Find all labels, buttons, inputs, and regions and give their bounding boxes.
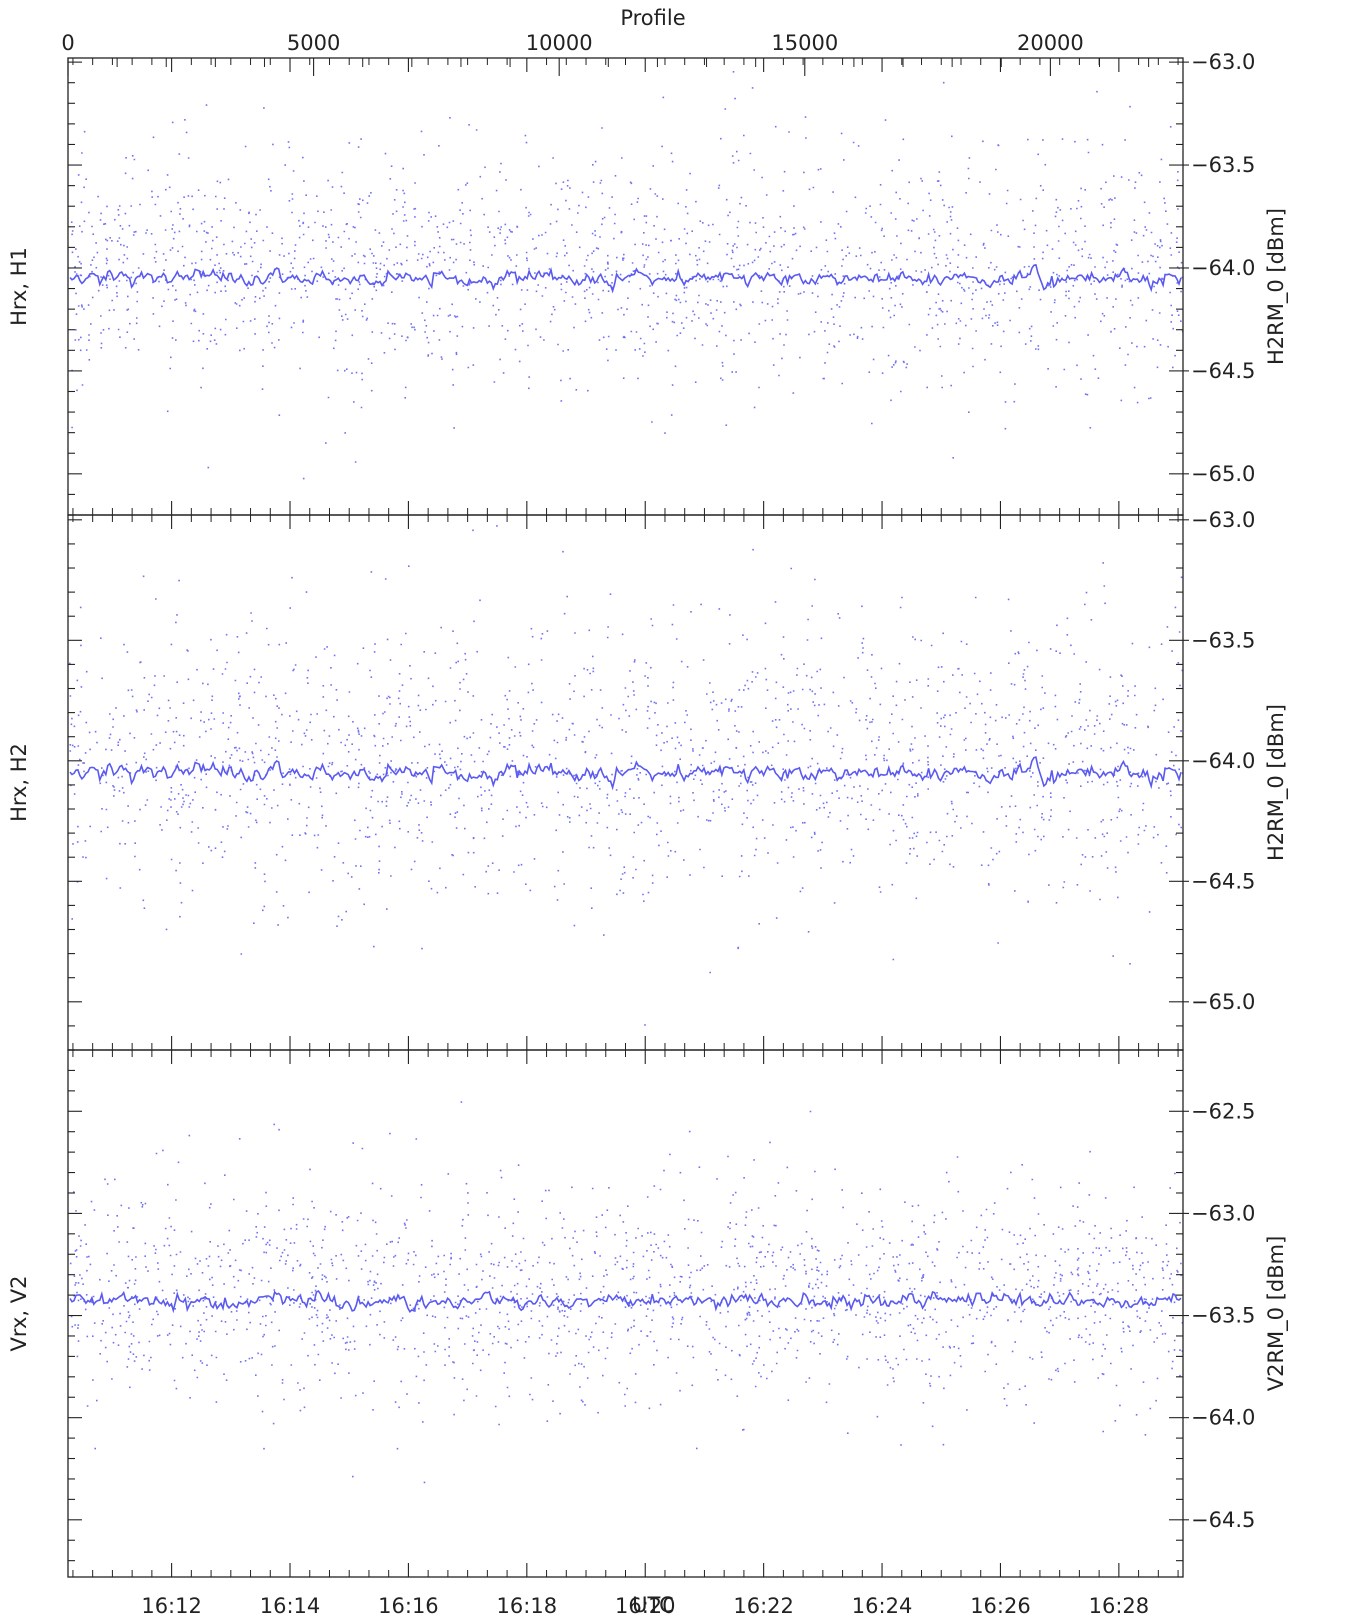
- time-tick-label-7: 16:24: [852, 1594, 913, 1618]
- left-panel-label-2: Hrx, H2: [7, 743, 31, 822]
- time-tick-label-3: 16:16: [378, 1594, 439, 1618]
- right-tick-label-3-5: −64.5: [1191, 1508, 1255, 1532]
- scatter-series-3: [69, 1101, 1184, 1484]
- time-tick-label-9: 16:28: [1089, 1594, 1150, 1618]
- panel-frame-1: [67, 57, 1184, 516]
- axis-labels: Profile UTC −63.0 −63.5 −64.0 −64.5 −65.0 H2R…: [7, 6, 1289, 1618]
- right-axis-title-1: H2RM_0 [dBm]: [1264, 208, 1289, 365]
- profile-tick-label-2: 5000: [287, 31, 340, 55]
- time-tick-label-2: 16:14: [260, 1594, 321, 1618]
- running-mean-line-2: [69, 756, 1182, 791]
- panel-frame-2: [67, 514, 1184, 1051]
- left-panel-label-1: Hrx, H1: [7, 247, 31, 326]
- bottom-axis-title: UTC: [632, 1593, 674, 1617]
- time-tick-label-5: 16:20: [615, 1594, 676, 1618]
- right-tick-label-2-1: −63.0: [1191, 508, 1255, 532]
- time-tick-label-4: 16:18: [497, 1594, 558, 1618]
- right-tick-label-1-1: −63.0: [1191, 50, 1255, 74]
- right-tick-label-2-5: −65.0: [1191, 990, 1255, 1014]
- right-axis-title-3: V2RM_0 [dBm]: [1264, 1236, 1289, 1392]
- right-tick-label-1-2: −63.5: [1191, 153, 1255, 177]
- right-tick-label-3-1: −62.5: [1191, 1099, 1255, 1123]
- running-mean-line-3: [69, 1289, 1182, 1314]
- profile-tick-label-4: 15000: [771, 31, 838, 55]
- scatter-series-1: [70, 71, 1184, 480]
- right-tick-label-1-5: −65.0: [1191, 462, 1255, 486]
- top-axis-title: Profile: [620, 6, 685, 30]
- right-tick-label-3-2: −63.0: [1191, 1201, 1255, 1225]
- right-tick-label-1-3: −64.0: [1191, 256, 1255, 280]
- right-tick-label-2-3: −64.0: [1191, 749, 1255, 773]
- running-mean-line-1: [69, 263, 1182, 294]
- running-mean-lines: [69, 263, 1182, 1314]
- left-panel-label-3: Vrx, V2: [7, 1276, 31, 1352]
- right-axis-title-2: H2RM_0 [dBm]: [1264, 704, 1289, 861]
- right-tick-label-3-4: −64.0: [1191, 1406, 1255, 1430]
- profile-tick-label-5: 20000: [1017, 31, 1084, 55]
- right-tick-label-1-4: −64.5: [1191, 359, 1255, 383]
- profile-tick-label-3: 10000: [526, 31, 593, 55]
- right-tick-label-3-3: −63.5: [1191, 1304, 1255, 1328]
- right-tick-label-2-2: −63.5: [1191, 628, 1255, 652]
- time-tick-label-1: 16:12: [141, 1594, 202, 1618]
- time-tick-label-6: 16:22: [733, 1594, 794, 1618]
- time-tick-label-8: 16:26: [970, 1594, 1031, 1618]
- profile-tick-label-1: 0: [61, 31, 74, 55]
- axes-frames: [67, 57, 1184, 1578]
- scatter-points: [69, 71, 1184, 1484]
- axis-ticks: [67, 58, 1189, 1577]
- right-tick-label-2-4: −64.5: [1191, 869, 1255, 893]
- panel-frame-3: [67, 1049, 1184, 1578]
